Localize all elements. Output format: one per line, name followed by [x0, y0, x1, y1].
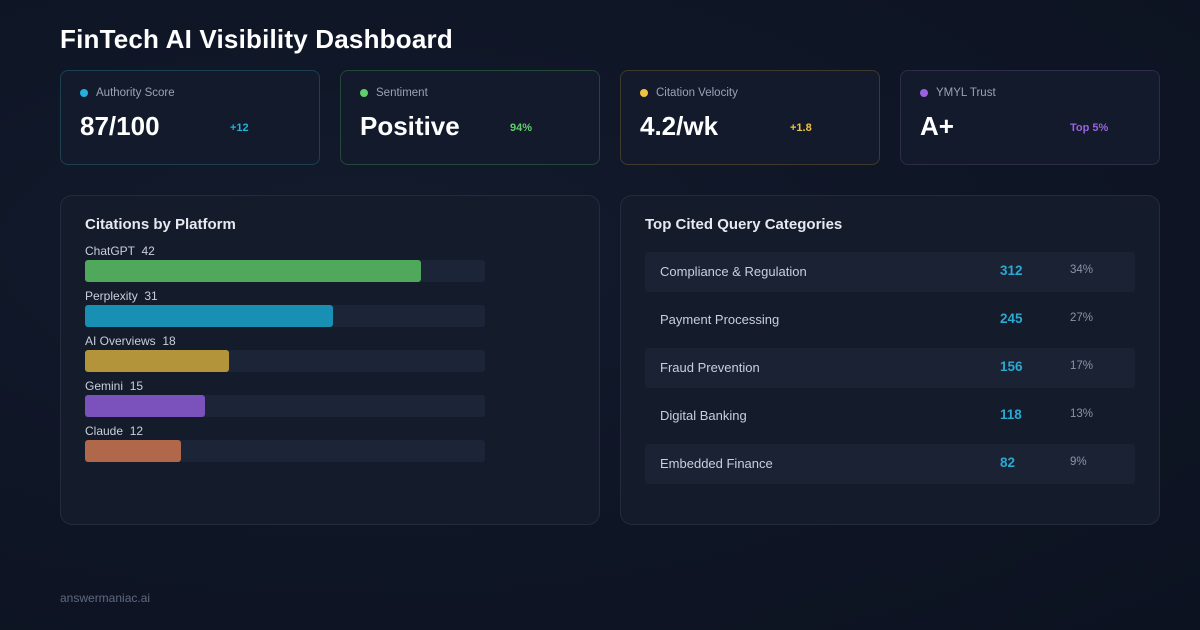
bar-track — [85, 440, 485, 462]
bar-fill — [85, 395, 205, 417]
kpi-delta: +1.8 — [790, 122, 812, 134]
query-name: Digital Banking — [660, 408, 747, 423]
query-row[interactable]: Payment Processing 245 27% — [645, 300, 1135, 340]
query-row[interactable]: Compliance & Regulation 312 34% — [645, 252, 1135, 292]
bar-track — [85, 260, 485, 282]
query-percent: 17% — [1070, 360, 1094, 372]
page-title: FinTech AI Visibility Dashboard — [60, 24, 453, 54]
platform-bar-label: AI Overviews 18 — [85, 334, 176, 348]
kpi-card-ymyl-trust[interactable]: YMYL Trust A+ Top 5% — [900, 70, 1160, 165]
status-dot-icon — [920, 89, 928, 97]
bar-track — [85, 350, 485, 372]
panel-title: Citations by Platform — [85, 216, 236, 233]
bar-fill — [85, 305, 333, 327]
query-name: Payment Processing — [660, 312, 780, 327]
platform-bar-perplexity[interactable]: Perplexity 31 — [85, 289, 485, 329]
platform-bar-claude[interactable]: Claude 12 — [85, 424, 485, 464]
kpi-delta: Top 5% — [1070, 122, 1109, 134]
query-row[interactable]: Embedded Finance 82 9% — [645, 444, 1135, 484]
kpi-delta: +12 — [230, 122, 249, 134]
query-name: Embedded Finance — [660, 456, 773, 471]
panel-title: Top Cited Query Categories — [645, 216, 843, 233]
bar-track — [85, 305, 485, 327]
bar-track — [85, 395, 485, 417]
query-name: Compliance & Regulation — [660, 264, 807, 279]
query-count: 118 — [1000, 407, 1022, 422]
query-row[interactable]: Fraud Prevention 156 17% — [645, 348, 1135, 388]
kpi-label: Authority Score — [96, 87, 175, 99]
kpi-value: 4.2/wk — [640, 111, 719, 141]
bar-fill — [85, 260, 421, 282]
query-count: 312 — [1000, 263, 1023, 278]
kpi-card-citation-velocity[interactable]: Citation Velocity 4.2/wk +1.8 — [620, 70, 880, 165]
platform-bar-label: ChatGPT 42 — [85, 244, 155, 258]
status-dot-icon — [640, 89, 648, 97]
query-percent: 13% — [1070, 408, 1094, 420]
kpi-delta: 94% — [510, 122, 533, 134]
query-count: 156 — [1000, 359, 1023, 374]
query-name: Fraud Prevention — [660, 360, 760, 375]
kpi-value: A+ — [920, 111, 954, 141]
platform-bar-gemini[interactable]: Gemini 15 — [85, 379, 485, 419]
platform-bar-label: Perplexity 31 — [85, 289, 158, 303]
query-count: 82 — [1000, 455, 1016, 470]
platform-bar-ai-overviews[interactable]: AI Overviews 18 — [85, 334, 485, 374]
kpi-label: Citation Velocity — [656, 87, 738, 99]
bar-fill — [85, 440, 181, 462]
top-query-categories-panel: Top Cited Query Categories Compliance & … — [620, 195, 1160, 525]
kpi-card-authority-score[interactable]: Authority Score 87/100 +12 — [60, 70, 320, 165]
citations-by-platform-panel: Citations by Platform ChatGPT 42 Perplex… — [60, 195, 600, 525]
bar-fill — [85, 350, 229, 372]
query-count: 245 — [1000, 311, 1023, 326]
footer-brand[interactable]: answermaniac.ai — [60, 591, 151, 605]
status-dot-icon — [360, 89, 368, 97]
status-dot-icon — [80, 89, 88, 97]
query-percent: 9% — [1070, 456, 1087, 468]
query-row[interactable]: Digital Banking 118 13% — [645, 396, 1135, 436]
kpi-label: Sentiment — [376, 87, 428, 99]
query-percent: 27% — [1070, 312, 1094, 324]
platform-bar-chatgpt[interactable]: ChatGPT 42 — [85, 244, 485, 284]
query-percent: 34% — [1070, 264, 1094, 276]
kpi-label: YMYL Trust — [936, 87, 996, 99]
platform-bar-label: Gemini 15 — [85, 379, 144, 393]
kpi-card-sentiment[interactable]: Sentiment Positive 94% — [340, 70, 600, 165]
platform-bar-label: Claude 12 — [85, 424, 144, 438]
kpi-value: Positive — [360, 111, 460, 141]
kpi-value: 87/100 — [80, 111, 160, 141]
